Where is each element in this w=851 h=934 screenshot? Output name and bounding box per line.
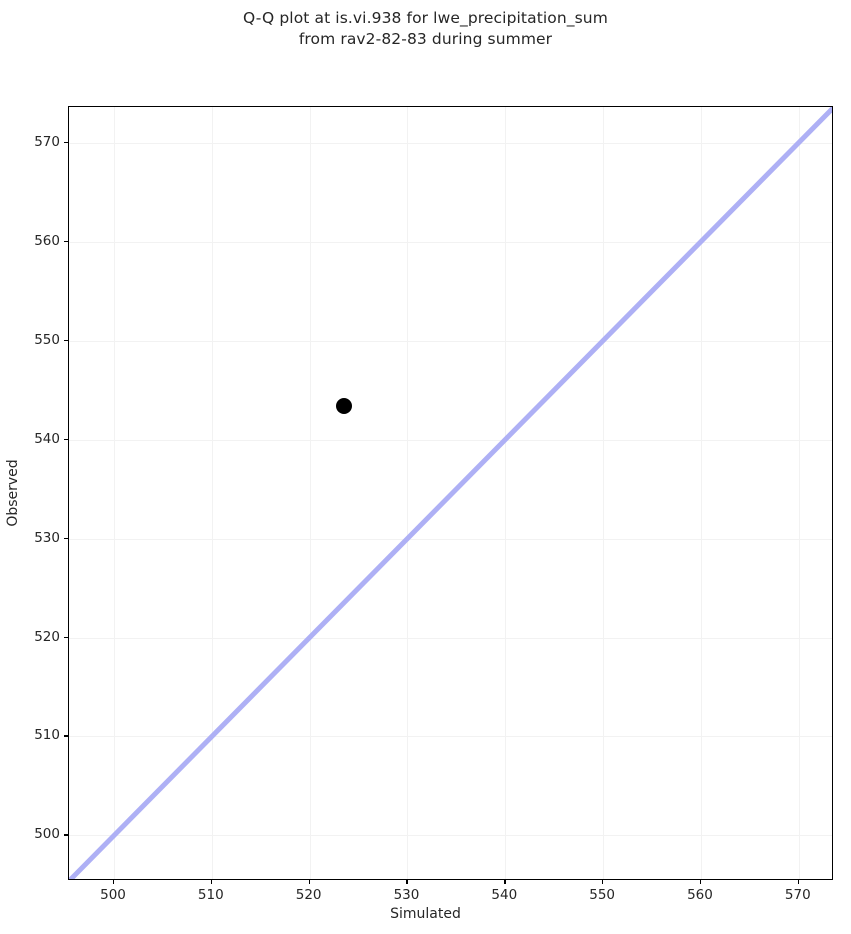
gridline-horizontal [69,637,832,639]
gridline-vertical [700,107,702,879]
x-tick-mark [504,880,506,884]
x-tick-mark [406,880,408,884]
y-tick-label: 510 [34,727,60,744]
x-tick-mark [797,880,800,884]
y-tick-mark [64,141,68,143]
y-tick-label: 530 [34,529,60,546]
y-tick-label: 500 [34,826,60,843]
y-tick-mark [64,438,68,440]
y-tick-mark [64,636,68,638]
y-tick-mark [64,240,68,242]
gridline-horizontal [69,835,832,837]
gridline-vertical [798,107,800,879]
gridline-vertical [505,107,507,879]
x-tick-label: 570 [784,887,811,903]
y-tick-label: 570 [34,133,60,150]
gridline-horizontal [69,439,832,441]
x-tick-mark [602,880,604,884]
y-tick-mark [64,735,68,737]
y-tick-mark [64,339,68,341]
gridline-vertical [114,107,115,879]
x-tick-mark [308,880,310,884]
y-axis-label: Observed [5,459,21,527]
x-tick-label: 500 [100,887,126,903]
chart-title: Q-Q plot at is.vi.938 for lwe_precipitat… [0,8,851,50]
x-tick-label: 540 [491,887,518,903]
y-tick-mark [64,537,68,539]
plot-area [68,106,833,880]
chart-title-line-2: from rav2-82-83 during summer [298,30,553,48]
x-tick-mark [699,880,702,884]
gridline-horizontal [69,538,832,540]
y-tick-mark [64,834,68,836]
y-tick-label: 520 [34,628,60,645]
x-tick-label: 550 [589,887,616,903]
gridline-vertical [603,107,605,879]
x-tick-label: 530 [393,887,420,903]
gridline-horizontal [69,340,832,342]
x-tick-label: 520 [295,887,322,903]
data-point [335,397,352,414]
gridline-horizontal [69,736,832,738]
y-axis-label-container: Observed [0,106,26,880]
gridline-vertical [211,107,213,879]
x-tick-mark [210,880,213,884]
x-axis-label: Simulated [390,906,461,922]
x-tick-label: 560 [687,887,713,903]
gridline-horizontal [69,241,832,243]
x-tick-label: 510 [197,887,224,903]
chart-title-line-1: Q-Q plot at is.vi.938 for lwe_precipitat… [243,9,608,27]
x-tick-mark [113,880,115,884]
gridline-vertical [407,107,409,879]
y-tick-label: 550 [34,331,60,348]
y-tick-label: 560 [34,232,60,249]
gridline-horizontal [69,142,832,144]
y-tick-label: 540 [34,430,60,447]
identity-line [69,107,832,879]
gridline-vertical [309,107,311,879]
